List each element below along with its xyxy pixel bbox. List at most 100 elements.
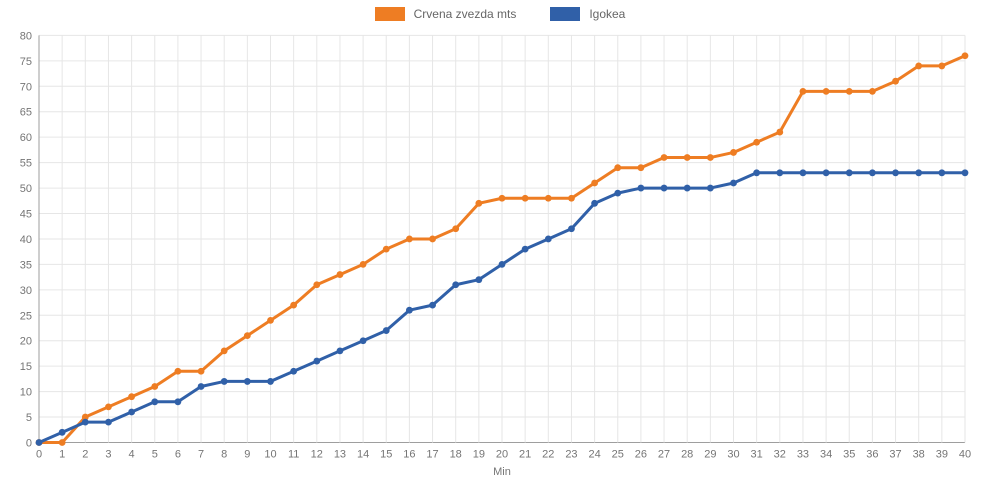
x-tick-label: 39 [936, 449, 948, 461]
x-tick-label: 12 [311, 449, 323, 461]
data-point [35, 439, 43, 446]
data-point [243, 332, 251, 340]
data-point [753, 138, 761, 146]
x-tick-label: 17 [426, 449, 438, 461]
data-point [243, 378, 251, 385]
data-point [105, 418, 112, 426]
data-point [452, 225, 460, 233]
data-point [290, 367, 298, 375]
x-tick-label: 35 [843, 449, 855, 461]
data-point [544, 235, 552, 243]
y-tick-label: 35 [20, 259, 32, 271]
x-tick-label: 28 [681, 449, 693, 461]
legend-label-crvena-zvezda: Crvena zvezda mts [413, 7, 517, 21]
x-tick-label: 3 [105, 449, 111, 461]
data-point [174, 398, 182, 406]
data-point [406, 306, 413, 314]
data-point [220, 378, 228, 385]
data-point [290, 301, 298, 309]
x-tick-label: 2 [82, 449, 88, 461]
y-tick-label: 45 [20, 209, 32, 221]
y-tick-label: 60 [20, 132, 32, 144]
y-tick-label: 5 [26, 412, 32, 424]
y-tick-label: 70 [20, 81, 32, 93]
data-point [359, 260, 367, 268]
x-tick-label: 29 [704, 449, 716, 461]
data-point [81, 418, 89, 426]
data-point [845, 87, 853, 95]
data-point [498, 194, 506, 202]
data-point [730, 179, 737, 187]
y-tick-label: 30 [20, 285, 32, 297]
x-tick-label: 6 [175, 449, 181, 461]
y-tick-label: 75 [20, 56, 32, 68]
data-point [591, 199, 598, 207]
data-point [521, 245, 529, 253]
x-tick-label: 33 [797, 449, 809, 461]
y-tick-label: 15 [20, 361, 32, 373]
x-axis-title: Min [493, 466, 511, 478]
legend-item-crvena-zvezda[interactable]: Crvena zvezda mts [374, 7, 517, 21]
x-tick-label: 15 [380, 449, 392, 461]
data-point [637, 164, 645, 172]
x-tick-label: 9 [244, 449, 250, 461]
data-point [174, 367, 182, 375]
legend-swatch-igokea [550, 7, 581, 21]
data-point [706, 184, 714, 192]
data-point [961, 52, 969, 60]
data-point [220, 347, 228, 355]
data-point [267, 316, 274, 324]
x-tick-label: 30 [727, 449, 739, 461]
data-point [336, 347, 344, 355]
data-point [730, 149, 737, 156]
y-tick-label: 55 [20, 158, 32, 170]
data-point [568, 194, 575, 202]
x-tick-label: 7 [198, 449, 204, 461]
data-point [822, 87, 830, 95]
data-point [869, 169, 876, 177]
data-point [267, 378, 274, 385]
x-tick-label: 0 [36, 449, 42, 461]
x-tick-label: 36 [866, 449, 878, 461]
y-tick-label: 0 [26, 438, 32, 450]
data-point [105, 403, 112, 411]
legend-item-igokea[interactable]: Igokea [550, 7, 625, 21]
data-point [336, 271, 344, 278]
y-tick-label: 25 [20, 310, 32, 322]
y-tick-label: 65 [20, 107, 32, 119]
x-tick-label: 31 [751, 449, 763, 461]
x-tick-label: 26 [635, 449, 647, 461]
data-point [151, 383, 159, 390]
x-tick-label: 16 [403, 449, 415, 461]
x-tick-label: 18 [450, 449, 462, 461]
x-tick-label: 11 [288, 449, 299, 461]
data-point [822, 169, 830, 177]
x-tick-label: 24 [588, 449, 600, 461]
x-tick-label: 40 [959, 449, 971, 461]
data-point [915, 62, 923, 70]
data-point [452, 281, 460, 289]
data-point [799, 169, 807, 177]
data-point [799, 87, 807, 95]
chart-legend: Crvena zvezda mts Igokea [0, 7, 1000, 21]
data-point [706, 154, 714, 161]
data-point [128, 408, 136, 416]
data-point [313, 281, 321, 289]
legend-label-igokea: Igokea [589, 7, 626, 21]
x-tick-label: 38 [913, 449, 925, 461]
data-point [637, 184, 645, 192]
x-tick-label: 22 [542, 449, 554, 461]
x-tick-label: 1 [59, 449, 65, 461]
data-point [915, 169, 923, 177]
data-point [753, 169, 761, 177]
data-point [429, 235, 436, 243]
y-tick-label: 40 [20, 234, 32, 246]
data-point [892, 77, 899, 85]
data-point [660, 154, 668, 161]
data-point [475, 276, 483, 284]
data-point [660, 184, 668, 192]
x-tick-label: 10 [264, 449, 276, 461]
